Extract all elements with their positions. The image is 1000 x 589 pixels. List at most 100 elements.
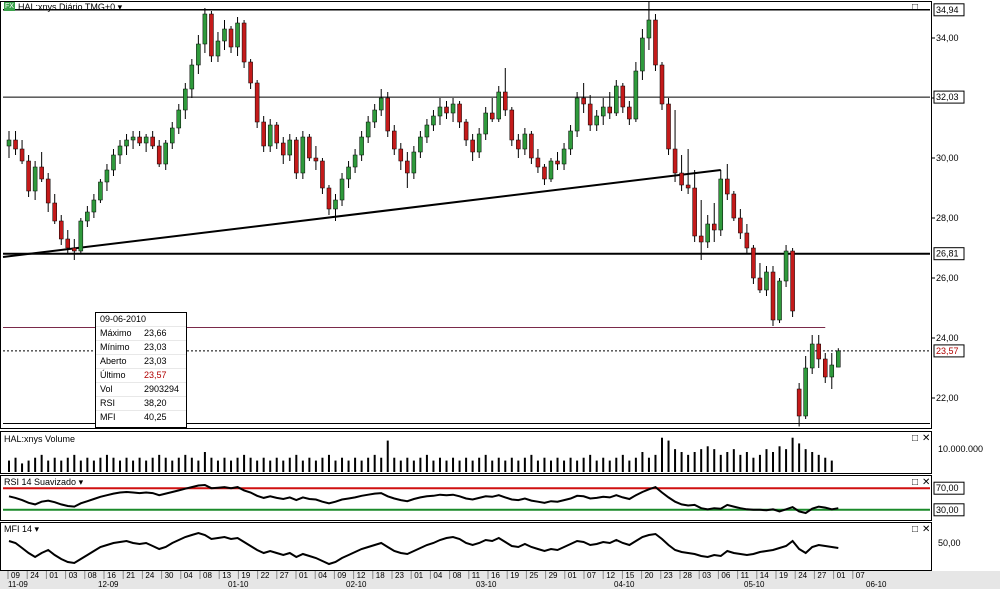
candle-body — [235, 22, 240, 48]
price-tick-label: 34,00 — [936, 33, 959, 43]
candle-body — [659, 64, 665, 105]
rsi-title-text: RSI 14 Suavizado — [4, 477, 77, 487]
maximize-rsi-panel-button[interactable]: □ — [912, 477, 919, 488]
volume-bar — [79, 460, 82, 472]
candle — [476, 128, 482, 158]
candle — [587, 95, 593, 131]
chevron-down-icon[interactable]: ▾ — [117, 2, 123, 12]
candle — [352, 149, 358, 173]
candle — [346, 161, 351, 188]
candle-body — [444, 106, 449, 114]
maximize-mfi-panel-button[interactable]: □ — [912, 524, 919, 535]
candle-body — [424, 124, 430, 138]
candle-body — [19, 148, 25, 162]
price-level-label: 23,57 — [936, 346, 959, 356]
candle-body — [796, 388, 802, 417]
mfi-panel-title[interactable]: MFI 14 ▾ — [4, 524, 39, 535]
x-day-label: 27 — [280, 571, 289, 580]
candle-body — [692, 187, 697, 237]
candle-body — [529, 133, 534, 159]
volume-bar — [556, 457, 559, 472]
candle — [111, 149, 116, 176]
candle — [58, 215, 64, 245]
rsi-panel-title[interactable]: RSI 14 Suavizado ▾ — [4, 477, 83, 488]
volume-bar — [132, 460, 135, 472]
volume-bar — [223, 457, 226, 472]
volume-bar — [549, 460, 552, 472]
candle-body — [574, 97, 580, 132]
candle — [274, 122, 279, 149]
tooltip-date-row: 09-06-2010 — [96, 313, 186, 326]
maximize-price-panel-button[interactable]: □ — [912, 2, 919, 13]
chart-title[interactable]: HAL:xnys Diário TMG+0 ▾ — [18, 2, 122, 13]
candle — [692, 170, 697, 242]
candle-body — [333, 199, 338, 210]
close-volume-panel-button[interactable]: ✕ — [922, 433, 931, 444]
volume-bar — [811, 452, 814, 472]
volume-bar — [758, 454, 761, 472]
x-month-label: 03-10 — [476, 580, 497, 589]
volume-bar — [399, 460, 402, 472]
volume-bar — [393, 457, 396, 472]
candle — [378, 89, 384, 116]
candle-body — [790, 250, 795, 312]
candle — [196, 35, 201, 74]
candle-body — [711, 223, 717, 231]
candle — [705, 215, 710, 248]
x-day-label: 08 — [203, 571, 212, 580]
candle-body — [620, 85, 626, 108]
candle-body — [829, 364, 835, 378]
candle-body — [463, 121, 469, 141]
volume-bar — [628, 460, 631, 472]
volume-bar — [86, 457, 89, 472]
candle — [568, 125, 573, 155]
volume-bar — [105, 454, 108, 472]
x-day-label: 13 — [222, 571, 231, 580]
candle — [183, 83, 188, 119]
symbol-badge[interactable]: FX — [4, 2, 15, 11]
candle-body — [163, 142, 168, 165]
candle-body — [568, 130, 573, 150]
x-axis-band — [0, 571, 1000, 589]
candle-body — [267, 124, 273, 147]
candle-body — [411, 151, 417, 174]
candle — [326, 185, 332, 215]
candle-body — [476, 133, 482, 153]
close-mfi-panel-button[interactable]: ✕ — [922, 524, 931, 535]
candle-body — [437, 106, 443, 117]
volume-bar — [719, 454, 722, 472]
x-day-label: 19 — [241, 571, 250, 580]
tooltip-value: 23,57 — [144, 370, 167, 380]
close-rsi-panel-button[interactable]: ✕ — [922, 477, 931, 488]
tooltip-value: 23,66 — [144, 328, 167, 338]
candle-body — [26, 160, 31, 192]
volume-bar — [60, 460, 63, 472]
candle-body — [137, 136, 142, 144]
volume-bar — [184, 454, 187, 472]
maximize-volume-panel-button[interactable]: □ — [912, 433, 919, 444]
mfi-title-text: MFI 14 — [4, 524, 33, 534]
volume-bar — [745, 452, 748, 472]
candle — [261, 116, 266, 152]
candle-body — [685, 184, 691, 189]
candle-body — [646, 19, 652, 39]
chevron-down-icon[interactable]: ▾ — [78, 477, 84, 487]
volume-bar — [203, 452, 206, 472]
volume-bar — [530, 454, 533, 472]
volume-bar — [804, 449, 807, 472]
candle — [287, 134, 293, 161]
x-day-label: 06 — [721, 571, 730, 580]
candle — [620, 83, 626, 113]
x-day-label: 03 — [702, 571, 711, 580]
candle — [320, 158, 325, 194]
volume-bar — [523, 457, 526, 472]
volume-bar — [119, 460, 122, 472]
candle — [633, 62, 639, 122]
chevron-down-icon[interactable]: ▾ — [34, 524, 40, 534]
price-tick-label: 24,00 — [936, 333, 959, 343]
volume-bar — [543, 457, 546, 472]
mfi-axis-label: 50,00 — [938, 538, 961, 548]
volume-bar — [197, 460, 200, 472]
rsi-layer — [3, 483, 930, 515]
candle — [535, 149, 541, 173]
